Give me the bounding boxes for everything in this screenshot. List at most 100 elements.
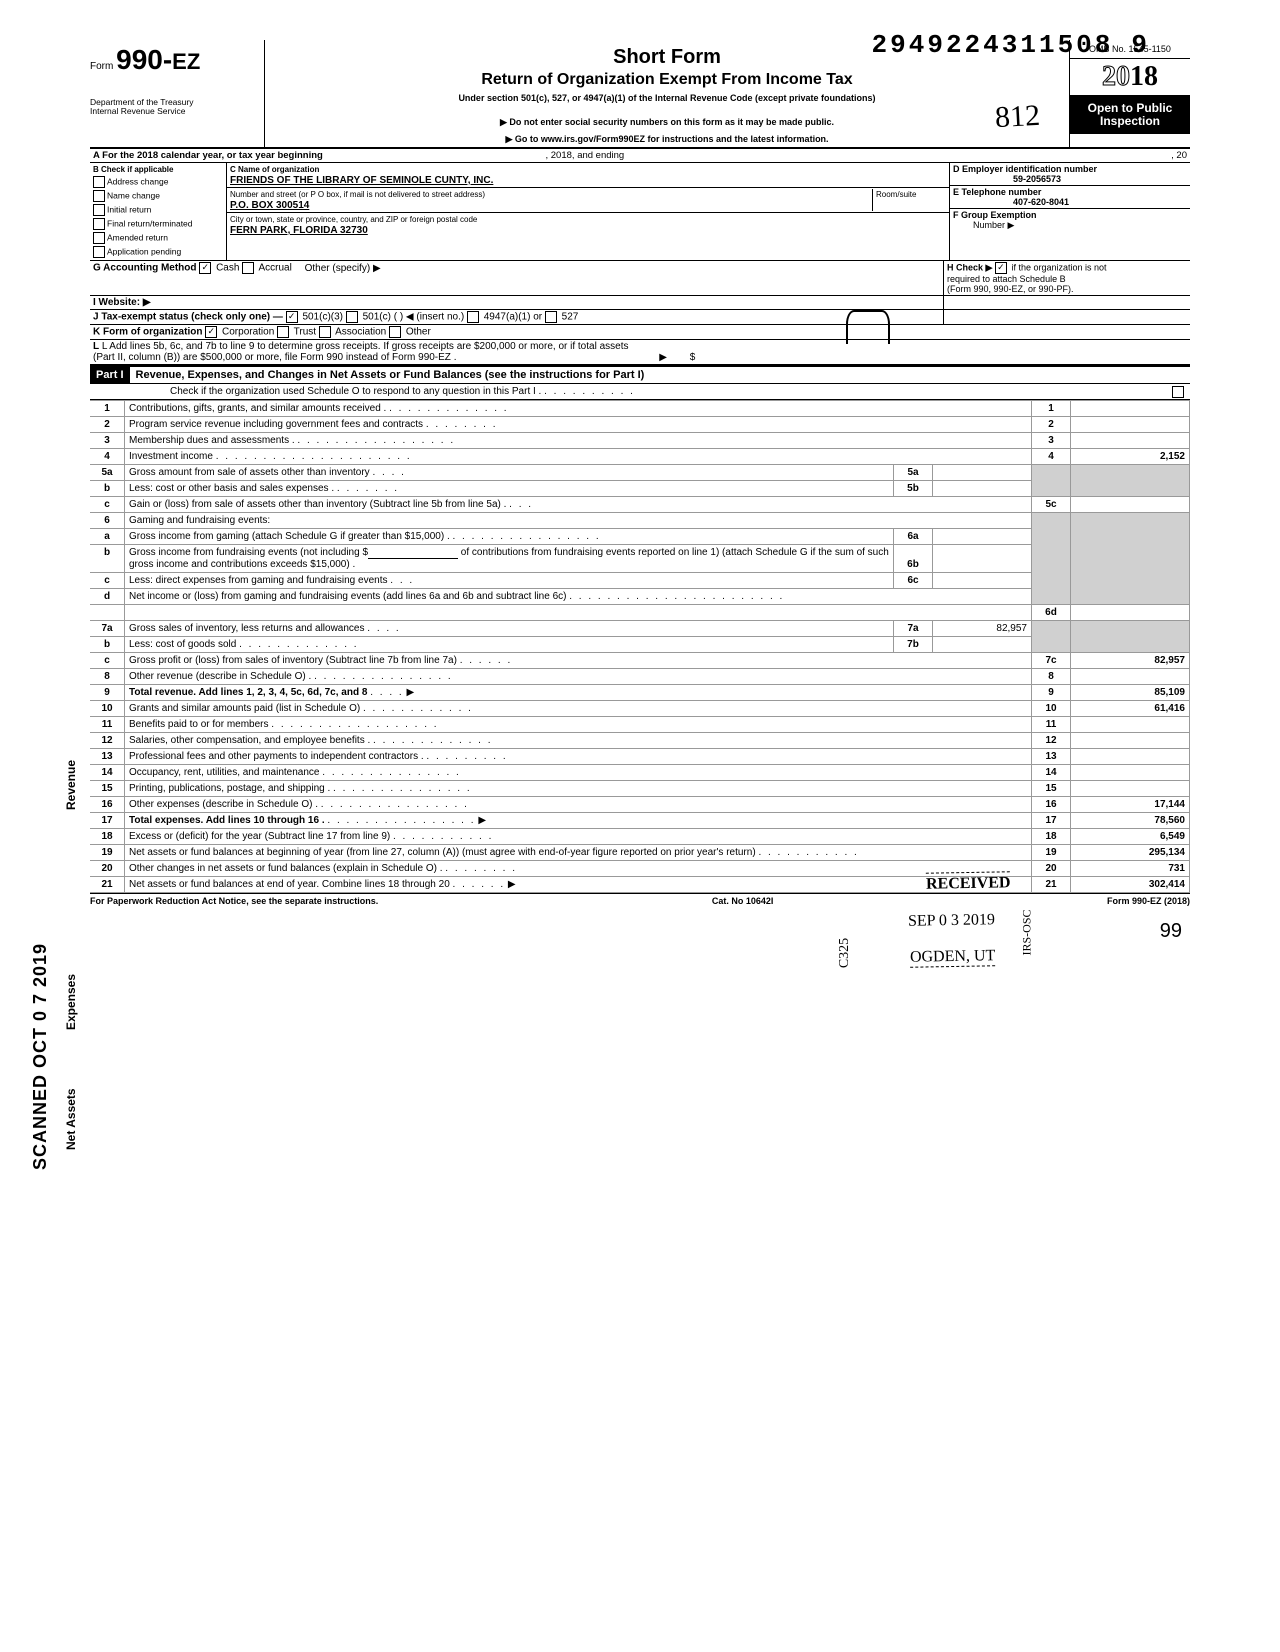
line-18: 18Excess or (deficit) for the year (Subt… xyxy=(90,829,1190,845)
line-3: 3Membership dues and assessments . . . .… xyxy=(90,433,1190,449)
chk-other[interactable] xyxy=(389,326,401,338)
handwritten-note: 812 xyxy=(994,99,1041,135)
chk-cash[interactable]: ✓ xyxy=(199,262,211,274)
chk-final[interactable]: Final return/terminated xyxy=(93,217,223,231)
line-11: 11Benefits paid to or for members . . . … xyxy=(90,717,1190,733)
k-label: K Form of organization xyxy=(93,327,202,338)
line-16: 16Other expenses (describe in Schedule O… xyxy=(90,797,1190,813)
h-form: (Form 990, 990-EZ, or 990-PF). xyxy=(947,284,1074,294)
row-l: L L Add lines 5b, 6c, and 7b to line 9 t… xyxy=(90,340,1190,364)
org-name: FRIENDS OF THE LIBRARY OF SEMINOLE CUNTY… xyxy=(230,175,493,186)
footer-right: Form 990-EZ (2018) xyxy=(1107,896,1190,906)
line-5a: 5aGross amount from sale of assets other… xyxy=(90,465,1190,481)
h-txt: if the organization is not xyxy=(1011,262,1106,272)
ein-value: 59-2056573 xyxy=(1013,174,1061,184)
line-17: 17Total expenses. Add lines 10 through 1… xyxy=(90,813,1190,829)
row-a-start: A For the 2018 calendar year, or tax yea… xyxy=(93,150,323,161)
phone-value: 407-620-8041 xyxy=(1013,197,1069,207)
row-g: G Accounting Method ✓ Cash Accrual Other… xyxy=(90,261,944,295)
part-i-table: 1Contributions, gifts, grants, and simil… xyxy=(90,400,1190,893)
title-return: Return of Organization Exempt From Incom… xyxy=(271,71,1063,89)
line-19: 19Net assets or fund balances at beginni… xyxy=(90,845,1190,861)
page-footer: For Paperwork Reduction Act Notice, see … xyxy=(90,893,1190,906)
c-label: C Name of organization xyxy=(230,165,319,174)
side-expenses-label: Expenses xyxy=(64,974,78,1030)
chk-address[interactable]: Address change xyxy=(93,175,223,189)
document-number: 29492243115089 xyxy=(872,30,1150,60)
f-label: F Group Exemption xyxy=(953,210,1037,220)
addr-label: Number and street (or P O box, if mail i… xyxy=(230,190,485,199)
l-line1: L Add lines 5b, 6c, and 7b to line 9 to … xyxy=(102,341,629,352)
line-7c: cGross profit or (loss) from sales of in… xyxy=(90,653,1190,669)
l-line2: (Part II, column (B)) are $500,000 or mo… xyxy=(93,352,456,363)
chk-527[interactable] xyxy=(545,311,557,323)
chk-4947[interactable] xyxy=(467,311,479,323)
line-7b: bLess: cost of goods sold . . . . . . . … xyxy=(90,637,1190,653)
side-netassets-label: Net Assets xyxy=(64,1088,78,1150)
chk-501c3[interactable]: ✓ xyxy=(286,311,298,323)
part-i-check-text: Check if the organization used Schedule … xyxy=(170,386,541,397)
line-7a: 7aGross sales of inventory, less returns… xyxy=(90,621,1190,637)
chk-assoc[interactable] xyxy=(319,326,331,338)
d-label: D Employer identification number xyxy=(953,164,1097,174)
chk-name[interactable]: Name change xyxy=(93,189,223,203)
dept-treasury: Department of the Treasury Internal Reve… xyxy=(90,98,260,117)
form-identifier-box: Form 990-EZ Department of the Treasury I… xyxy=(90,40,265,147)
j-label: J Tax-exempt status (check only one) — xyxy=(93,312,283,323)
footer-left: For Paperwork Reduction Act Notice, see … xyxy=(90,896,378,906)
part-i-check-row: Check if the organization used Schedule … xyxy=(90,384,1190,400)
chk-pending[interactable]: Application pending xyxy=(93,245,223,259)
form-prefix: Form xyxy=(90,61,113,72)
line-14: 14Occupancy, rent, utilities, and mainte… xyxy=(90,765,1190,781)
g-other: Other (specify) ▶ xyxy=(305,263,381,274)
title-under: Under section 501(c), 527, or 4947(a)(1)… xyxy=(271,93,1063,103)
line-4: 4Investment income . . . . . . . . . . .… xyxy=(90,449,1190,465)
open-public-label: Open to Public Inspection xyxy=(1070,96,1190,134)
doc-number-main: 2949224311508 xyxy=(872,30,1114,60)
chk-initial[interactable]: Initial return xyxy=(93,203,223,217)
chk-accrual[interactable] xyxy=(242,262,254,274)
line-6c: cLess: direct expenses from gaming and f… xyxy=(90,573,1190,589)
line-1: 1Contributions, gifts, grants, and simil… xyxy=(90,401,1190,417)
chk-h[interactable]: ✓ xyxy=(995,262,1007,274)
c325-stamp: C325 xyxy=(837,938,853,968)
h-req: required to attach Schedule B xyxy=(947,274,1066,284)
city-label: City or town, state or province, country… xyxy=(230,215,477,224)
row-a: A For the 2018 calendar year, or tax yea… xyxy=(90,149,1190,162)
line-10: 10Grants and similar amounts paid (list … xyxy=(90,701,1190,717)
g-label: G Accounting Method xyxy=(93,263,197,274)
org-address: P.O. BOX 300514 xyxy=(230,200,309,211)
row-k: K Form of organization ✓ Corporation Tru… xyxy=(90,325,1190,339)
e-label: E Telephone number xyxy=(953,187,1041,197)
l-dollar: $ xyxy=(690,352,696,363)
room-label: Room/suite xyxy=(876,190,916,199)
line-6d: 6d xyxy=(90,605,1190,621)
title-note: ▶ Do not enter social security numbers o… xyxy=(271,117,1063,128)
check-b-column: B Check if applicable Address change Nam… xyxy=(90,163,227,260)
irs-osc-stamp: IRS-OSC xyxy=(1019,909,1034,955)
line-21: 21Net assets or fund balances at end of … xyxy=(90,877,1190,893)
f-sub: Number ▶ xyxy=(973,220,1014,230)
open2: Inspection xyxy=(1072,115,1188,128)
i-label: I Website: ▶ xyxy=(93,297,151,308)
line-15: 15Printing, publications, postage, and s… xyxy=(90,781,1190,797)
check-b-label: B Check if applicable xyxy=(93,164,223,175)
received-stamp: RECEIVED xyxy=(925,871,1010,893)
page-number-99: 99 xyxy=(90,920,1182,943)
line-5c: cGain or (loss) from sale of assets othe… xyxy=(90,497,1190,513)
row-h: H Check ▶ ✓ if the organization is not r… xyxy=(944,261,1190,295)
line-9: 9Total revenue. Add lines 1, 2, 3, 4, 5c… xyxy=(90,685,1190,701)
chk-schedule-o[interactable] xyxy=(1172,386,1184,398)
year-outline: 20 xyxy=(1102,61,1130,92)
row-j: J Tax-exempt status (check only one) — ✓… xyxy=(90,310,944,324)
chk-amended[interactable]: Amended return xyxy=(93,231,223,245)
line-6d-desc: dNet income or (loss) from gaming and fu… xyxy=(90,589,1190,605)
year-bold: 18 xyxy=(1130,61,1158,92)
chk-trust[interactable] xyxy=(277,326,289,338)
title-goto: ▶ Go to www.irs.gov/Form990EZ for instru… xyxy=(271,134,1063,145)
line-5b: bLess: cost or other basis and sales exp… xyxy=(90,481,1190,497)
chk-corp[interactable]: ✓ xyxy=(205,326,217,338)
chk-501c[interactable] xyxy=(346,311,358,323)
line-6b: bGross income from fundraising events (n… xyxy=(90,545,1190,573)
org-city: FERN PARK, FLORIDA 32730 xyxy=(230,225,368,236)
